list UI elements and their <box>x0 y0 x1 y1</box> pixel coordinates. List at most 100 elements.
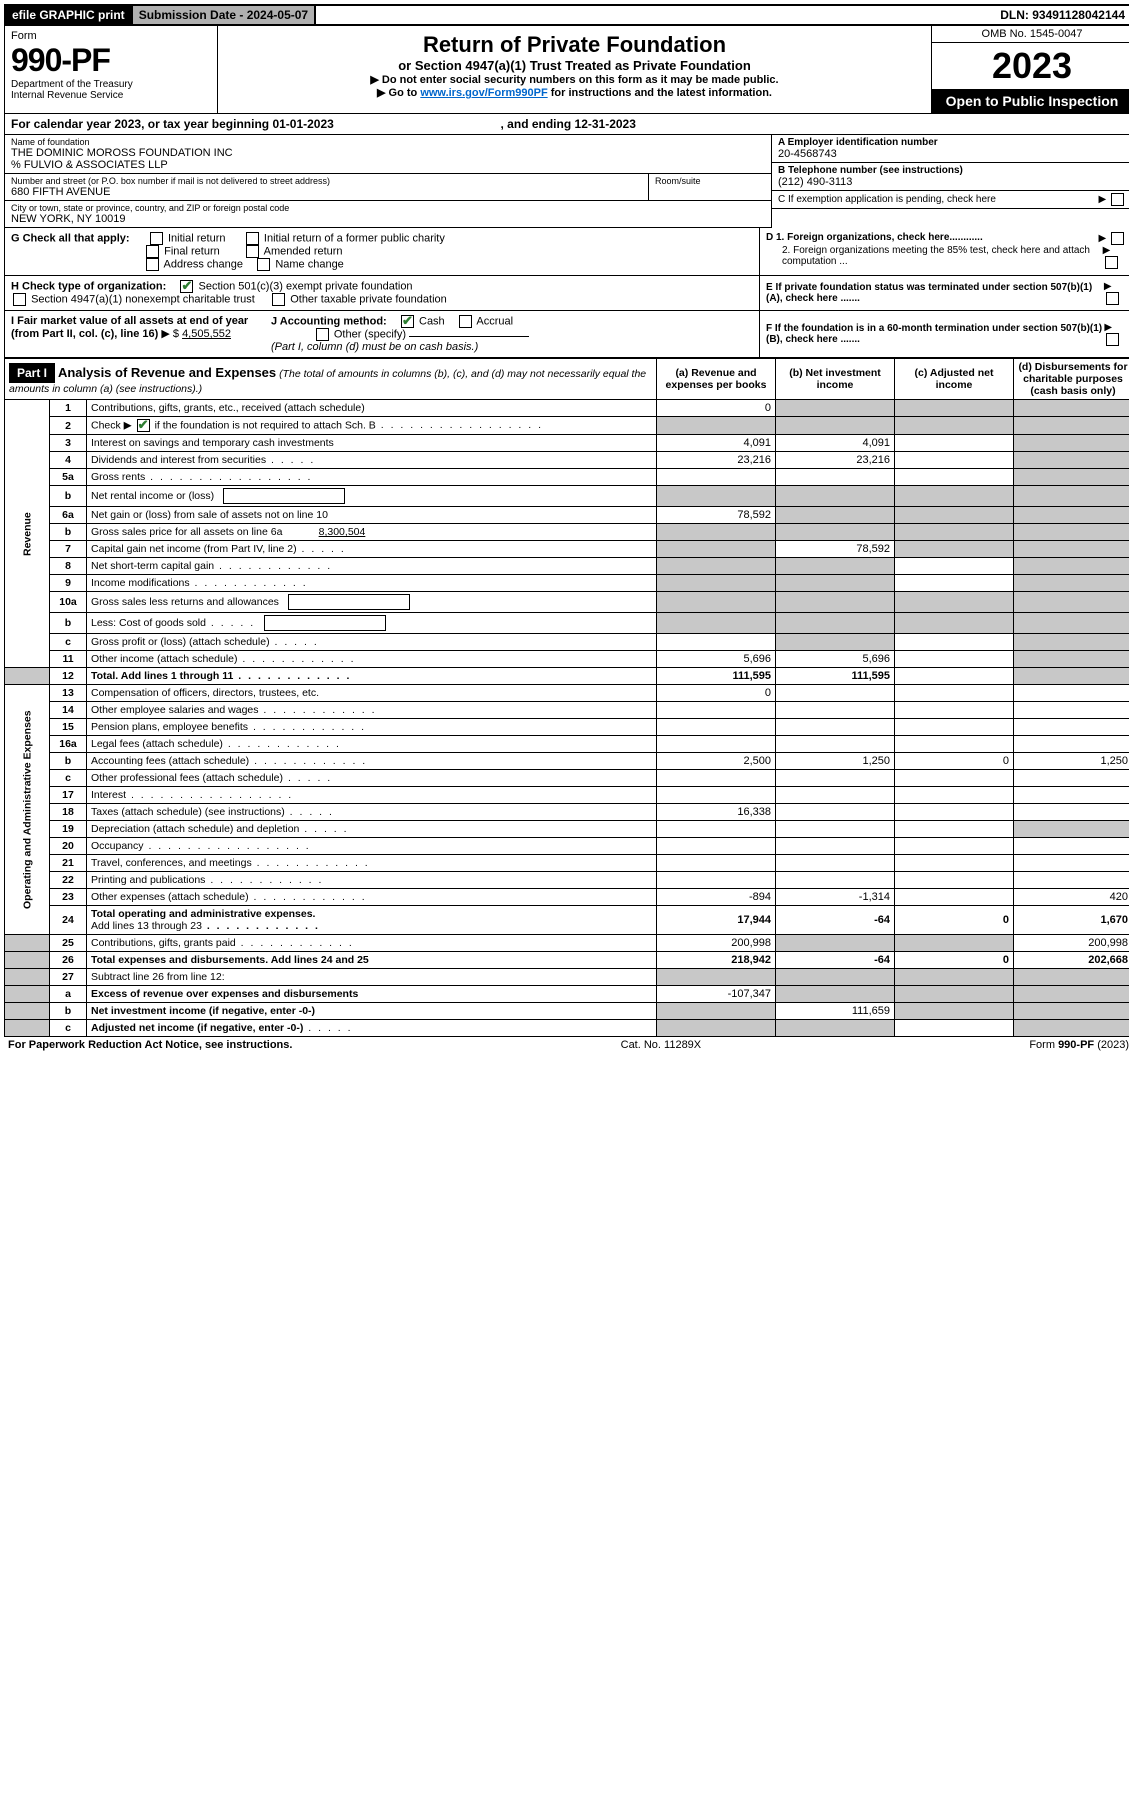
g-initial-former-checkbox[interactable] <box>246 232 259 245</box>
r5a-desc: Gross rents <box>87 469 657 486</box>
r16b-b: 1,250 <box>776 753 895 770</box>
omb-number: OMB No. 1545-0047 <box>932 26 1129 43</box>
r17-no: 17 <box>50 787 87 804</box>
open-public-badge: Open to Public Inspection <box>932 89 1129 113</box>
r6a-no: 6a <box>50 507 87 524</box>
r17-desc: Interest <box>87 787 657 804</box>
j-cash: Cash <box>419 315 445 327</box>
instr-link[interactable]: www.irs.gov/Form990PF <box>420 87 547 99</box>
row-7: 7 Capital gain net income (from Part IV,… <box>5 541 1129 558</box>
r2-desc-a: Check ▶ <box>91 419 135 431</box>
r10b-desc: Less: Cost of goods sold <box>87 613 657 634</box>
h-other-checkbox[interactable] <box>272 293 285 306</box>
footer-right: Form 990-PF (2023) <box>1029 1039 1129 1051</box>
row-26: 26 Total expenses and disbursements. Add… <box>5 952 1129 969</box>
row-24: 24 Total operating and administrative ex… <box>5 906 1129 935</box>
r3-b: 4,091 <box>776 435 895 452</box>
r10c-desc: Gross profit or (loss) (attach schedule) <box>87 634 657 651</box>
city-cell: City or town, state or province, country… <box>5 201 771 228</box>
row-23: 23 Other expenses (attach schedule) -894… <box>5 889 1129 906</box>
form-subtitle: or Section 4947(a)(1) Trust Treated as P… <box>224 58 925 73</box>
instr-goto-suffix: for instructions and the latest informat… <box>548 87 772 99</box>
row-27: 27 Subtract line 26 from line 12: <box>5 969 1129 986</box>
d2-label: 2. Foreign organizations meeting the 85%… <box>766 245 1103 269</box>
row-15: 15 Pension plans, employee benefits <box>5 719 1129 736</box>
r27a-no: a <box>50 986 87 1003</box>
e-checkbox[interactable] <box>1106 292 1119 305</box>
r8-desc: Net short-term capital gain <box>87 558 657 575</box>
c-checkbox[interactable] <box>1111 193 1124 206</box>
header-middle: Return of Private Foundation or Section … <box>218 26 931 113</box>
row-5a: 5a Gross rents <box>5 469 1129 486</box>
r12-desc: Total. Add lines 1 through 11 <box>87 668 657 685</box>
row-1: Revenue 1 Contributions, gifts, grants, … <box>5 400 1129 417</box>
dept-treasury: Department of the Treasury <box>11 79 211 90</box>
j-other: Other (specify) <box>334 328 406 340</box>
c-label: C If exemption application is pending, c… <box>778 194 996 205</box>
r24-desc: Total operating and administrative expen… <box>87 906 657 935</box>
r16b-a: 2,500 <box>657 753 776 770</box>
r11-desc: Other income (attach schedule) <box>87 651 657 668</box>
phone-cell: B Telephone number (see instructions) (2… <box>772 163 1129 191</box>
g-final-checkbox[interactable] <box>146 245 159 258</box>
j-other-checkbox[interactable] <box>316 328 329 341</box>
r11-b: 5,696 <box>776 651 895 668</box>
c-cell: C If exemption application is pending, c… <box>772 191 1129 209</box>
row-10b: b Less: Cost of goods sold <box>5 613 1129 634</box>
phone-label: B Telephone number (see instructions) <box>778 165 1126 176</box>
row-12: 12 Total. Add lines 1 through 11 111,595… <box>5 668 1129 685</box>
form-header: Form 990-PF Department of the Treasury I… <box>4 26 1129 114</box>
h-501c3-checkbox[interactable] <box>180 280 193 293</box>
h-501c3: Section 501(c)(3) exempt private foundat… <box>199 280 413 292</box>
r2-desc: Check ▶ if the foundation is not require… <box>87 417 657 435</box>
r9-desc: Income modifications <box>87 575 657 592</box>
r12-a: 111,595 <box>657 668 776 685</box>
r6b-val: 8,300,504 <box>285 526 365 538</box>
r25-desc: Contributions, gifts, grants paid <box>87 935 657 952</box>
r27b-b: 111,659 <box>776 1003 895 1020</box>
r16b-d: 1,250 <box>1014 753 1129 770</box>
j-cash-checkbox[interactable] <box>401 315 414 328</box>
j-accrual-checkbox[interactable] <box>459 315 472 328</box>
r2-checkbox[interactable] <box>137 419 150 432</box>
d1-checkbox[interactable] <box>1111 232 1124 245</box>
r27c-no: c <box>50 1020 87 1037</box>
r26-c: 0 <box>895 952 1014 969</box>
r24-no: 24 <box>50 906 87 935</box>
g-amended-checkbox[interactable] <box>246 245 259 258</box>
r27a-desc: Excess of revenue over expenses and disb… <box>87 986 657 1003</box>
r3-a: 4,091 <box>657 435 776 452</box>
h-4947: Section 4947(a)(1) nonexempt charitable … <box>31 293 255 305</box>
h-label: H Check type of organization: <box>11 280 166 292</box>
g-amended: Amended return <box>264 245 343 257</box>
row-3: 3 Interest on savings and temporary cash… <box>5 435 1129 452</box>
r27a-a: -107,347 <box>657 986 776 1003</box>
f-checkbox[interactable] <box>1106 333 1119 346</box>
g-label: G Check all that apply: <box>11 232 130 244</box>
g-initial-checkbox[interactable] <box>150 232 163 245</box>
g-address-checkbox[interactable] <box>146 258 159 271</box>
r5b-no: b <box>50 486 87 507</box>
r6b-desc: Gross sales price for all assets on line… <box>87 524 657 541</box>
row-20: 20 Occupancy <box>5 838 1129 855</box>
r16b-desc: Accounting fees (attach schedule) <box>87 753 657 770</box>
h-4947-checkbox[interactable] <box>13 293 26 306</box>
room-cell: Room/suite <box>649 174 771 201</box>
r19-no: 19 <box>50 821 87 838</box>
r2-no: 2 <box>50 417 87 435</box>
dept-irs: Internal Revenue Service <box>11 90 211 101</box>
row-25: 25 Contributions, gifts, grants paid 200… <box>5 935 1129 952</box>
ein-cell: A Employer identification number 20-4568… <box>772 135 1129 163</box>
r16b-no: b <box>50 753 87 770</box>
phone: (212) 490-3113 <box>778 176 1126 188</box>
r27-no: 27 <box>50 969 87 986</box>
r1-no: 1 <box>50 400 87 417</box>
r18-desc: Taxes (attach schedule) (see instruction… <box>87 804 657 821</box>
j-note: (Part I, column (d) must be on cash basi… <box>271 341 478 353</box>
r26-d: 202,668 <box>1014 952 1129 969</box>
r13-no: 13 <box>50 685 87 702</box>
efile-badge: efile GRAPHIC print <box>6 6 133 24</box>
d2-checkbox[interactable] <box>1105 256 1118 269</box>
d1-label: D 1. Foreign organizations, check here..… <box>766 232 983 245</box>
g-name-checkbox[interactable] <box>257 258 270 271</box>
